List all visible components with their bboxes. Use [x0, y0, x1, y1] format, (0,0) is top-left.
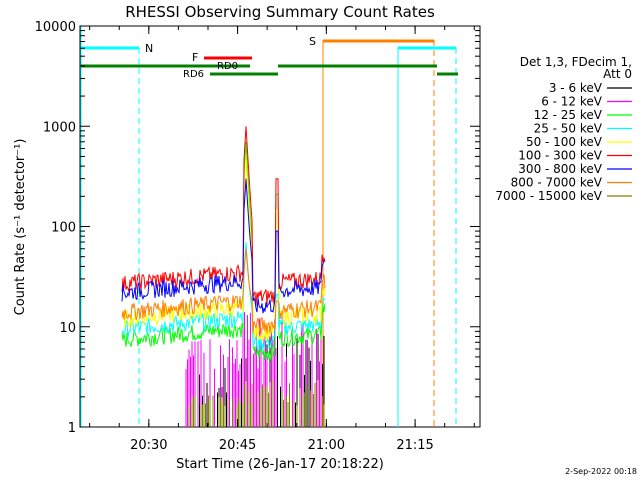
legend-entry-label: 7000 - 15000 keV: [495, 189, 602, 203]
legend-entry-label: 800 - 7000 keV: [511, 176, 603, 190]
legend-entry-label: 12 - 25 keV: [534, 108, 603, 122]
flare-label: F: [192, 51, 198, 64]
legend-entry-label: 3 - 6 keV: [549, 81, 603, 95]
observing-bands: N S F RD0 RD6: [80, 26, 458, 427]
rd0-label: RD0: [217, 61, 238, 72]
series-layer: [121, 126, 326, 427]
legend-title: Det 1,3, FDecim 1,: [520, 55, 632, 69]
saa-label: S: [309, 35, 316, 48]
y-axis-label: Count Rate (s⁻¹ detector⁻¹): [13, 139, 28, 316]
y-tick-label: 10000: [35, 20, 76, 35]
axes-layer: 1 10 100 1000 10000 20:30 20:45 21:00 21:15: [35, 20, 480, 453]
y-tick-label: 10: [59, 321, 76, 336]
x-tick-label: 20:30: [130, 438, 167, 453]
series-line: [121, 178, 326, 314]
y-tick-label: 1: [68, 421, 76, 436]
series-line: [121, 248, 326, 334]
x-axis-label: Start Time (26-Jan-17 20:18:22): [176, 457, 384, 472]
legend-title: Att 0: [603, 67, 632, 81]
legend-entry-label: 300 - 800 keV: [518, 162, 602, 176]
night-label: N: [145, 42, 153, 55]
legend-entry-label: 25 - 50 keV: [534, 122, 603, 136]
legend-entry-label: 50 - 100 keV: [526, 135, 603, 149]
series-line: [121, 126, 326, 307]
x-tick-label: 21:15: [396, 438, 433, 453]
y-tick-label: 1000: [43, 120, 76, 135]
series-line: [121, 156, 326, 342]
x-tick-label: 21:00: [308, 438, 345, 453]
decim-gap: [250, 63, 278, 69]
legend-entry-label: 100 - 300 keV: [518, 149, 602, 163]
y-tick-label: 100: [51, 221, 76, 236]
series-line: [121, 241, 326, 351]
series-line: [121, 141, 326, 362]
rd6-label: RD6: [183, 69, 204, 80]
chart-title: RHESSI Observing Summary Count Rates: [125, 3, 435, 21]
legend-entry-label: 6 - 12 keV: [541, 95, 603, 109]
footer-date: 2-Sep-2022 00:18: [565, 467, 637, 476]
x-tick-label: 20:45: [219, 438, 256, 453]
plot-frame: [79, 25, 481, 428]
